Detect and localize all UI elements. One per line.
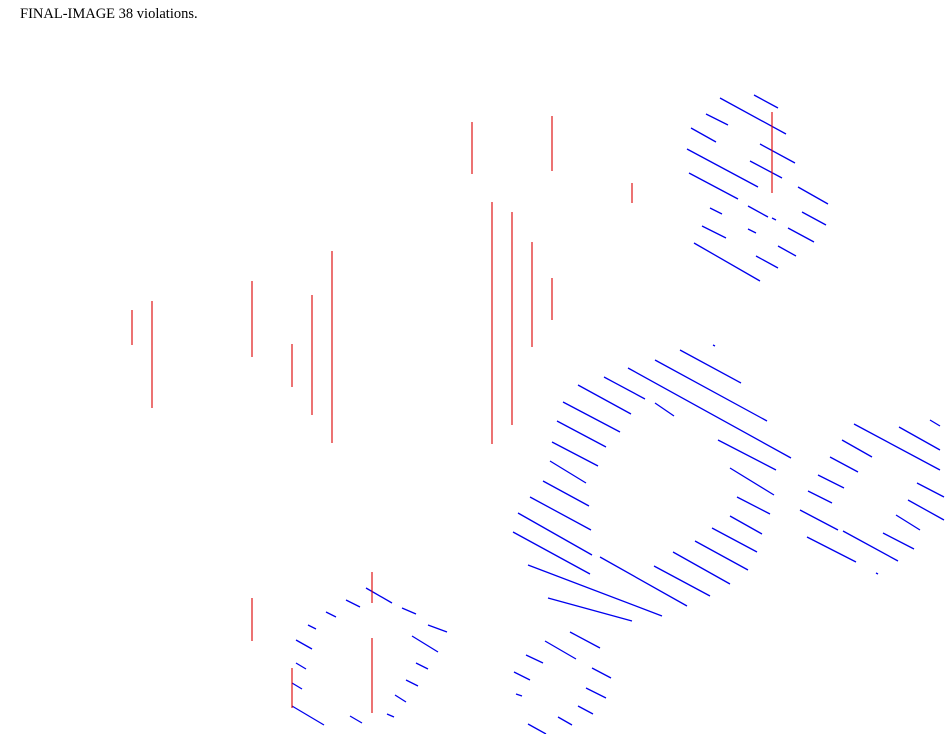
hatch-segment: [736, 496, 771, 515]
hatch-segment: [569, 631, 601, 649]
hatch-segment: [291, 682, 303, 690]
hatch-segment: [755, 255, 779, 269]
hatch-segment: [705, 113, 729, 126]
hatch-segment: [556, 420, 607, 448]
hatch-segment: [525, 654, 544, 664]
hatch-segment: [365, 587, 393, 604]
hatch-segment: [551, 441, 599, 467]
hatch-segment: [295, 639, 313, 650]
hatch-segment: [411, 635, 439, 653]
violation-lines-layer: [131, 112, 773, 713]
hatch-segment: [694, 540, 749, 571]
hatch-segment: [345, 599, 361, 608]
hatch-segment: [517, 512, 593, 556]
hatch-segment: [585, 687, 607, 699]
hatch-segment: [747, 228, 757, 234]
hatch-segment: [557, 716, 573, 726]
hatch-segment: [712, 344, 716, 347]
hatch-segment: [577, 384, 632, 415]
hatch-segment: [729, 467, 775, 496]
hatch-segment: [386, 713, 395, 718]
hatch-segment: [711, 527, 758, 553]
hatch-segment: [291, 705, 325, 726]
hatch-segment: [295, 662, 307, 670]
hatch-segment: [747, 205, 769, 218]
hatch-segment: [853, 423, 941, 471]
hatch-segment: [898, 426, 941, 451]
hatch-segment: [603, 376, 646, 400]
hatch-segment: [709, 207, 723, 215]
hatch-segment: [907, 499, 945, 521]
hatch-segment: [527, 723, 547, 734]
hatch-segment: [405, 679, 419, 687]
hatch-segment: [349, 715, 363, 724]
hatch-segment: [515, 693, 523, 697]
hatch-segment: [841, 439, 873, 458]
hatch-segment: [599, 556, 688, 607]
hatch-segment: [577, 705, 594, 715]
hatch-segment: [307, 624, 317, 630]
hatch-segment: [882, 532, 915, 550]
hatch-segment: [654, 359, 768, 422]
hatch-segment: [679, 349, 742, 384]
hatch-segment: [916, 482, 945, 498]
hatch-segment: [591, 667, 612, 679]
hatch-segment: [542, 480, 590, 507]
hatch-segment: [672, 551, 731, 585]
hatch-segment: [719, 97, 787, 135]
hatch-segment: [787, 227, 815, 243]
hatch-segment: [753, 94, 779, 109]
hatch-segment: [688, 172, 739, 200]
hatch-segment: [513, 671, 531, 681]
hatch-segment: [394, 694, 407, 703]
hatch-segment: [875, 572, 879, 575]
hatch-segment: [401, 607, 417, 615]
hatch-segment: [801, 211, 827, 226]
hatch-segment: [842, 530, 899, 562]
hatch-segment: [427, 624, 448, 633]
hatch-segment: [799, 509, 839, 531]
hatch-segment: [686, 148, 759, 188]
hatch-segment: [547, 597, 633, 622]
hatch-segment: [544, 640, 577, 660]
hatch-segment: [771, 217, 777, 221]
hatched-shapes-layer: [291, 94, 945, 734]
hatch-segment: [895, 514, 921, 531]
hatch-segment: [549, 460, 587, 484]
hatch-segment: [929, 419, 941, 427]
hatch-segment: [806, 536, 857, 563]
hatch-segment: [690, 127, 717, 143]
hatch-segment: [512, 531, 591, 575]
hatch-segment: [717, 439, 777, 471]
hatch-segment: [415, 662, 429, 670]
hatch-segment: [749, 160, 783, 179]
hatch-segment: [654, 402, 675, 417]
hatch-segment: [817, 474, 845, 489]
hatch-segment: [653, 565, 711, 597]
hatch-segment: [529, 496, 592, 531]
hatch-segment: [325, 611, 337, 618]
hatch-segment: [759, 143, 796, 164]
hatch-segment: [797, 186, 829, 205]
hatch-segment: [777, 245, 797, 257]
hatch-segment: [693, 242, 761, 282]
hatch-segment: [562, 401, 621, 433]
hatch-segment: [829, 456, 859, 473]
hatch-segment: [627, 367, 792, 459]
hatch-segment: [729, 515, 763, 535]
hatch-segment: [527, 564, 663, 617]
hatch-segment: [807, 490, 833, 504]
hatch-segment: [701, 225, 727, 239]
status-message: FINAL-IMAGE 38 violations.: [20, 6, 198, 22]
